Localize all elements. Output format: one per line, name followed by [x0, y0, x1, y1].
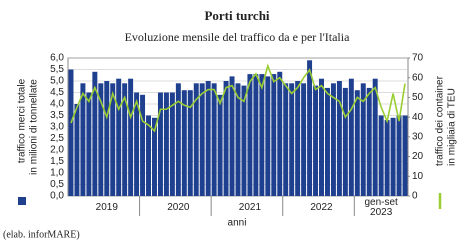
y2-tick-label: 70 [412, 53, 424, 64]
y2-tick-label: 30 [412, 131, 424, 142]
chart-title: Porti turchi [204, 8, 269, 23]
y2-tick-label: 40 [412, 112, 424, 123]
bar [241, 85, 247, 196]
bar [253, 74, 259, 196]
legend-label: traffico dei container [435, 75, 446, 166]
bar [366, 87, 372, 196]
bar [289, 83, 295, 196]
bar [157, 92, 163, 196]
bar [175, 83, 181, 196]
y-tick-label: 3,5 [50, 110, 64, 121]
bar [265, 76, 271, 196]
bar [152, 117, 157, 196]
x-tick-label: 2021 [238, 202, 262, 213]
y-tick-label: 4,5 [50, 87, 64, 98]
bar [396, 115, 402, 196]
bar [86, 92, 92, 196]
bar [92, 71, 98, 196]
bar [116, 78, 122, 196]
bar [402, 115, 408, 196]
y-tick-label: 2,0 [50, 145, 64, 156]
y-tick-label: 6,0 [50, 53, 64, 64]
bar [348, 78, 354, 196]
y-tick-label: 1,0 [50, 168, 64, 179]
bar [330, 83, 336, 196]
bar [283, 83, 289, 196]
y-tick-label: 1,5 [50, 156, 64, 167]
bar [140, 94, 146, 196]
y2-tick-label: 20 [412, 151, 424, 162]
bar [223, 81, 229, 196]
line [70, 63, 406, 133]
y2-tick-label: 0 [412, 191, 418, 202]
bar [319, 78, 324, 196]
bar [390, 117, 396, 196]
y2-tick-label: 60 [412, 72, 424, 83]
bar [229, 76, 235, 196]
bar [211, 83, 217, 196]
y-tick-label: 0,5 [50, 179, 64, 190]
bar [378, 115, 384, 196]
x-tick-label: 2019 [95, 202, 118, 213]
bar [169, 92, 175, 196]
bar [128, 78, 134, 196]
bar [80, 83, 86, 196]
bar [324, 87, 330, 196]
bar [104, 81, 110, 196]
legend-marker [18, 197, 26, 205]
bar [307, 60, 313, 196]
bar [372, 78, 378, 196]
bar [354, 90, 360, 196]
y-tick-label: 5,5 [50, 64, 64, 75]
bar [301, 83, 307, 196]
y2-axis-label: in migliaia di TEU [447, 88, 458, 166]
bar [134, 92, 140, 196]
bar [277, 71, 283, 196]
bar [187, 90, 193, 196]
x-tick-label: gen-set 2023 [364, 197, 398, 218]
bar [336, 81, 342, 196]
chart-subtitle: Evoluzione mensile del traffico da e per… [125, 30, 351, 44]
annotation: (elab. inforMARE) [3, 229, 80, 240]
y2-tick-label: 50 [412, 92, 424, 103]
bar [193, 83, 199, 196]
bar [313, 85, 319, 196]
bar [217, 94, 223, 196]
bar [342, 87, 348, 196]
bar [384, 120, 390, 196]
bar [360, 83, 366, 196]
bar [271, 74, 277, 196]
bar [181, 90, 187, 196]
x-axis-title: anni [228, 218, 247, 229]
y-tick-label: 0,0 [50, 191, 64, 202]
legend-label: traffico merci totale [17, 78, 28, 163]
y-tick-label: 5,0 [50, 76, 64, 87]
bar [247, 74, 253, 196]
x-tick-label: 2020 [167, 202, 190, 213]
bar [163, 92, 169, 196]
y-axis-label: in milioni di tonnellate [29, 79, 40, 175]
y2-tick-label: 10 [412, 171, 424, 182]
bar [110, 83, 116, 196]
bar [68, 69, 74, 196]
bar [122, 83, 128, 196]
y-tick-label: 4,0 [50, 99, 64, 110]
y-tick-label: 3,0 [50, 122, 64, 133]
bar [199, 83, 205, 196]
bar [295, 81, 301, 196]
bar [259, 74, 265, 196]
bar [74, 104, 80, 196]
x-tick-label: 2022 [310, 202, 333, 213]
y-axis-title: traffico merci totale in milioni di tonne… [17, 78, 40, 205]
bar [146, 115, 152, 196]
bar [98, 83, 104, 196]
bar [205, 81, 211, 196]
y-tick-label: 2,5 [50, 133, 64, 144]
bar [235, 83, 241, 196]
y2-axis-title: traffico dei container in migliaia di TEU [435, 75, 458, 209]
